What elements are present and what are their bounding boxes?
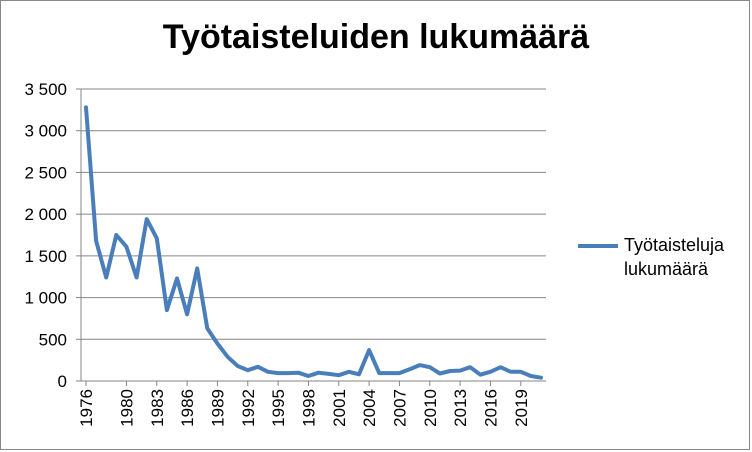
y-tick-label: 2 000 — [24, 205, 67, 224]
y-tick-label: 0 — [58, 372, 67, 391]
y-tick-label: 1 000 — [24, 289, 67, 308]
x-tick-label: 1998 — [299, 389, 318, 427]
y-tick-label: 3 500 — [24, 80, 67, 99]
legend-label: Työtaisteluja lukumäärä — [624, 235, 725, 279]
y-tick-label: 1 500 — [24, 247, 67, 266]
x-tick-label: 1983 — [148, 389, 167, 427]
x-tick-label: 2001 — [330, 389, 349, 427]
chart-title: Työtaisteluiden lukumäärä — [162, 18, 590, 56]
y-tick-label: 500 — [39, 330, 67, 349]
series-line — [84, 105, 543, 380]
x-tick-label: 2019 — [512, 389, 531, 427]
y-tick-label: 3 000 — [24, 122, 67, 141]
x-tick-label: 2013 — [451, 389, 470, 427]
x-tick-label: 1980 — [117, 389, 136, 427]
x-tick-label: 1995 — [269, 389, 288, 427]
x-tick-label: 2007 — [390, 389, 409, 427]
y-tick-label: 2 500 — [24, 163, 67, 182]
x-tick-label: 2016 — [481, 389, 500, 427]
x-tick-label: 1986 — [178, 389, 197, 427]
x-tick-label: 1989 — [208, 389, 227, 427]
legend: Työtaisteluja lukumäärä — [578, 233, 752, 281]
x-tick-label: 2004 — [360, 389, 379, 427]
x-tick-label: 1976 — [77, 389, 96, 427]
x-tick-label: 1992 — [239, 389, 258, 427]
x-tick-label: 2010 — [421, 389, 440, 427]
legend-line-swatch — [578, 244, 618, 248]
